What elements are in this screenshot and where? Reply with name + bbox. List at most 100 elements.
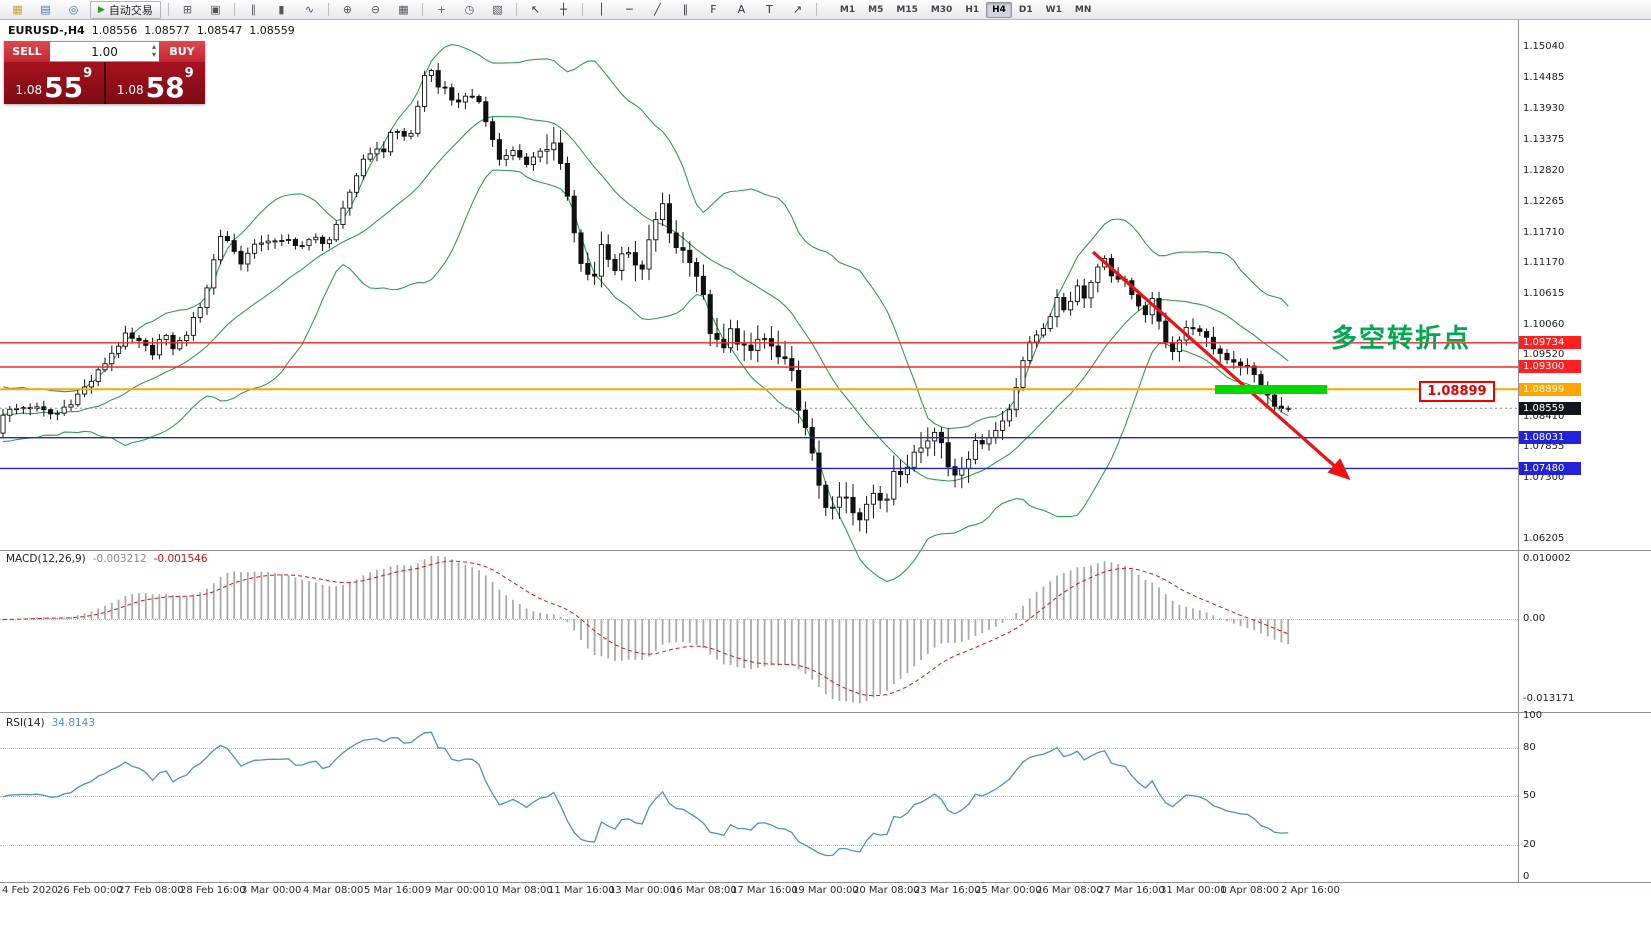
timeframe-button-mn[interactable]: MN	[1074, 4, 1092, 15]
bb-lower-band	[2, 169, 1289, 583]
candle-body	[360, 158, 366, 177]
sell-button[interactable]: SELL	[4, 41, 50, 62]
navigator-icon[interactable]: ▤	[40, 2, 51, 16]
label-icon[interactable]: T	[766, 2, 773, 16]
candle-body	[741, 343, 747, 346]
zoom-out-icon[interactable]: ⊖	[370, 2, 381, 16]
fibonacci-icon[interactable]: F	[710, 2, 717, 16]
toolbar-separator	[581, 3, 583, 16]
candle-body	[1068, 300, 1074, 311]
candle-body	[415, 105, 421, 134]
candle-body	[619, 253, 625, 271]
candle-body	[755, 338, 761, 352]
candle-body	[1217, 348, 1223, 354]
horizontal-line-icon[interactable]: ─	[626, 2, 633, 16]
chart-annotation-text[interactable]: 多空转折点	[1331, 324, 1472, 354]
price-callout-label[interactable]: 1.08899	[1419, 381, 1495, 402]
candle-body	[61, 406, 67, 414]
templates-icon[interactable]: ▧	[492, 2, 503, 16]
time-axis-label: 3 Mar 00:00	[241, 885, 302, 896]
candle-body	[734, 328, 740, 345]
candle-body	[265, 240, 271, 244]
channel-icon[interactable]: ∥	[682, 2, 689, 16]
timeframe-button-h4[interactable]: H4	[986, 1, 1012, 18]
candle-body	[585, 263, 591, 275]
candle-body	[129, 332, 135, 339]
macd-value-signal: -0.001546	[153, 553, 208, 565]
timeframe-button-h1[interactable]: H1	[965, 4, 980, 15]
panel-splitter-rsi[interactable]	[0, 712, 1651, 713]
volume-input[interactable]: 1.00 ▴ ▾	[50, 41, 159, 62]
price-axis-tick: 1.14485	[1523, 72, 1565, 84]
candle-body	[816, 452, 822, 486]
volume-value: 1.00	[91, 44, 118, 59]
trendline-icon[interactable]: ╱	[654, 2, 661, 16]
ohlc-close: 1.08559	[249, 24, 295, 37]
candle-body	[809, 427, 815, 454]
market-watch-icon[interactable]: ◎	[68, 2, 79, 16]
candle-body	[408, 132, 414, 137]
profiles-icon[interactable]: ▣	[210, 2, 221, 16]
candle-body	[449, 87, 455, 101]
tile-windows-icon[interactable]: ▦	[398, 2, 409, 16]
macd-value-main: -0.003212	[92, 553, 147, 565]
support-highlight-box[interactable]	[1215, 384, 1327, 394]
time-axis-label: 16 Mar 08:00	[670, 885, 737, 896]
candle-body	[864, 503, 870, 521]
candle-body	[823, 484, 829, 508]
sell-price-display[interactable]: 1.08 55 9	[4, 62, 104, 104]
new-chart-icon[interactable]: ⊞	[182, 2, 193, 16]
text-icon[interactable]: A	[737, 2, 746, 16]
timeframe-button-m15[interactable]: M15	[896, 4, 918, 15]
candle-body	[802, 409, 808, 428]
time-axis-label: 11 Mar 16:00	[548, 885, 615, 896]
main-toolbar: ▦ ▤ ◎ ▶ 自动交易 ⊞ ▣ ∥ ▮ ∿ ⊕ ⊖ ▦ + ◷ ▧ ↖ ┼ │ ─ ╱ ∥ F A T ↗ M1 M5 M15 M30 H…	[0, 0, 1651, 20]
rsi-axis-label: 50	[1523, 790, 1536, 801]
time-axis-label: 9 Mar 00:00	[425, 885, 486, 896]
one-click-trading-panel: SELL 1.00 ▴ ▾ BUY 1.08 55 9 1.08 58 9	[4, 41, 205, 104]
price-axis-tick: 1.06205	[1523, 533, 1565, 545]
candle-body	[1095, 266, 1101, 283]
timeframe-button-m5[interactable]: M5	[868, 4, 884, 15]
autotrading-button[interactable]: ▶ 自动交易	[90, 0, 161, 19]
candle-body	[1054, 297, 1060, 318]
time-axis-label: 17 Mar 16:00	[731, 885, 798, 896]
timeframe-button-d1[interactable]: D1	[1018, 4, 1033, 15]
candle-body	[320, 236, 326, 244]
ohlc-open: 1.08556	[91, 24, 138, 37]
candle-body	[374, 148, 380, 155]
periods-icon[interactable]: ◷	[464, 2, 475, 16]
volume-down-button[interactable]: ▾	[151, 50, 156, 59]
candle-body	[476, 96, 482, 103]
vertical-line-icon[interactable]: │	[598, 2, 605, 16]
candlestick-chart-icon[interactable]: ▮	[278, 2, 285, 16]
candle-body	[88, 380, 94, 388]
candle-body	[231, 240, 237, 252]
timeframe-button-m30[interactable]: M30	[930, 4, 953, 15]
zoom-in-icon[interactable]: ⊕	[342, 2, 353, 16]
timeframe-button-w1[interactable]: W1	[1045, 4, 1062, 15]
candle-body	[748, 344, 754, 351]
candle-body	[190, 316, 196, 336]
candle-body	[1000, 420, 1006, 431]
crosshair-icon[interactable]: ┼	[560, 2, 567, 16]
bar-chart-icon[interactable]: ∥	[250, 2, 257, 16]
time-axis-label: 27 Feb 08:00	[118, 885, 184, 896]
panel-splitter-macd[interactable]	[0, 550, 1651, 551]
candle-body	[1197, 328, 1203, 332]
indicators-icon[interactable]: +	[436, 2, 447, 16]
buy-button[interactable]: BUY	[159, 41, 205, 62]
candle-body	[490, 121, 496, 140]
line-chart-icon[interactable]: ∿	[304, 2, 315, 16]
cursor-icon[interactable]: ↖	[530, 2, 541, 16]
new-order-icon[interactable]: ▦	[12, 2, 23, 16]
candle-body	[1061, 297, 1067, 311]
timeframe-button-m1[interactable]: M1	[839, 4, 856, 15]
buy-price-display[interactable]: 1.08 58 9	[105, 62, 205, 104]
candle-body	[95, 369, 101, 382]
candle-body	[7, 408, 13, 416]
arrows-icon[interactable]: ↗	[792, 2, 803, 16]
trend-arrow[interactable]	[1091, 250, 1351, 481]
